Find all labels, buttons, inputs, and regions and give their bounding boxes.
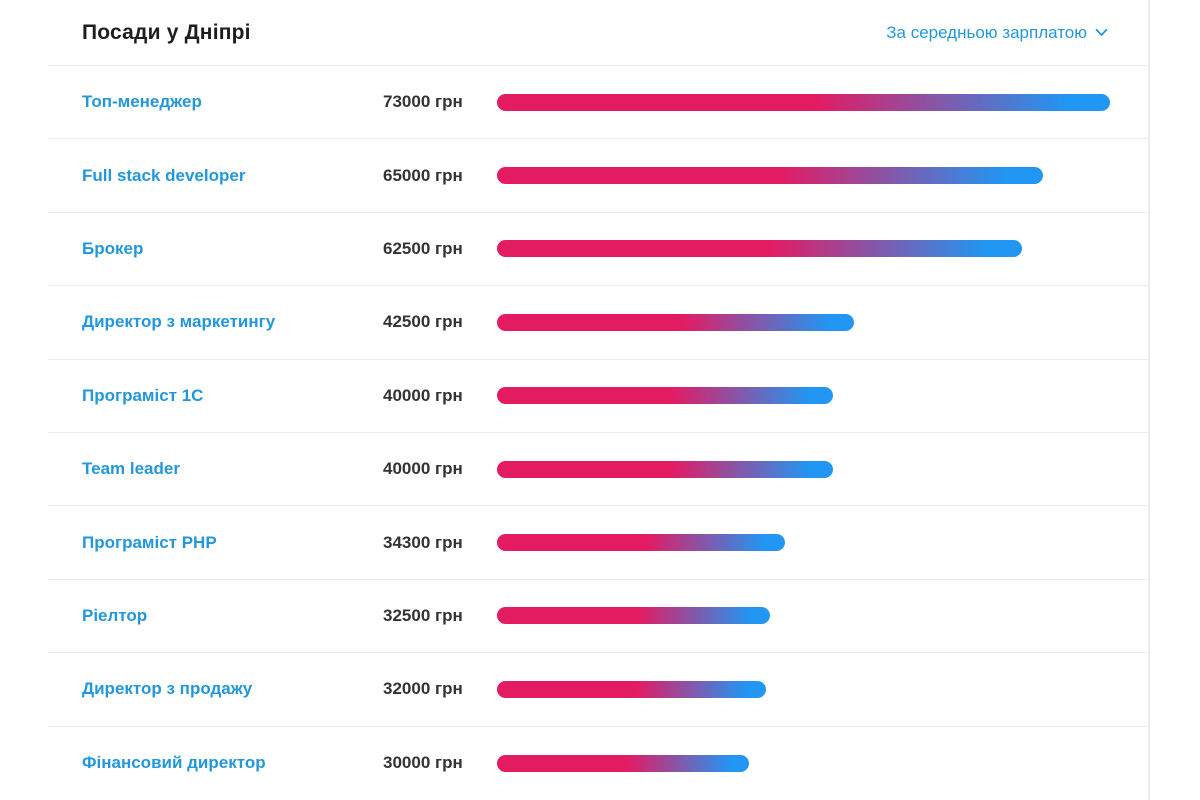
position-link[interactable]: Топ-менеджер [82, 92, 202, 112]
bar-track [497, 387, 1148, 405]
salary-value: 32000 грн [383, 679, 463, 699]
salary-bar [497, 607, 770, 625]
table-row: Програміст PHP 34300 грн [48, 506, 1148, 580]
position-link[interactable]: Директор з продажу [82, 679, 253, 699]
salary-value: 65000 грн [383, 165, 463, 185]
table-row: Ріелтор 32500 грн [48, 580, 1148, 654]
salary-value: 62500 грн [383, 238, 463, 258]
table-row: Фінансовий директор 30000 грн [48, 727, 1148, 800]
table-row: Брокер 62500 грн [48, 213, 1148, 287]
position-link[interactable]: Брокер [82, 238, 144, 258]
bar-track [497, 534, 1148, 552]
position-link[interactable]: Директор з маркетингу [82, 312, 276, 332]
sort-dropdown[interactable]: За середньою зарплатою [886, 23, 1108, 43]
bar-track [497, 680, 1148, 698]
table-row: Програміст 1С 40000 грн [48, 360, 1148, 433]
bar-track [497, 460, 1148, 478]
bar-track [497, 607, 1148, 625]
salary-value: 40000 грн [383, 385, 463, 405]
position-link[interactable]: Full stack developer [82, 165, 246, 185]
bar-track [497, 240, 1148, 258]
salary-value: 40000 грн [383, 459, 463, 479]
salary-bar [497, 534, 785, 552]
salary-value: 34300 грн [383, 532, 463, 552]
salary-bar [497, 93, 1110, 111]
position-link[interactable]: Програміст PHP [82, 532, 217, 552]
bar-track [497, 313, 1148, 331]
salary-bar [497, 460, 833, 478]
bar-track [497, 93, 1148, 111]
position-link[interactable]: Фінансовий директор [82, 753, 266, 773]
chart-rows: Топ-менеджер 73000 грн Full stack develo… [48, 66, 1148, 800]
card-header: Посади у Дніпрі За середньою зарплатою [48, 0, 1148, 66]
table-row: Team leader 40000 грн [48, 433, 1148, 507]
table-row: Full stack developer 65000 грн [48, 139, 1148, 213]
chevron-down-icon [1095, 28, 1108, 36]
page-title: Посади у Дніпрі [82, 20, 251, 44]
position-link[interactable]: Team leader [82, 459, 180, 479]
sort-dropdown-label: За середньою зарплатою [886, 22, 1087, 42]
salary-bar [497, 313, 854, 331]
table-row: Директор з маркетингу 42500 грн [48, 286, 1148, 360]
position-link[interactable]: Ріелтор [82, 605, 148, 625]
salary-bar [497, 240, 1022, 258]
bar-track [497, 167, 1148, 185]
salary-value: 32500 грн [383, 605, 463, 625]
bar-track [497, 754, 1148, 772]
salary-bar [497, 754, 749, 772]
salary-chart-card: Посади у Дніпрі За середньою зарплатою Т… [48, 0, 1150, 800]
salary-value: 42500 грн [383, 312, 463, 332]
salary-bar [497, 167, 1043, 185]
position-link[interactable]: Програміст 1С [82, 385, 204, 405]
salary-value: 73000 грн [383, 92, 463, 112]
salary-value: 30000 грн [383, 753, 463, 773]
table-row: Директор з продажу 32000 грн [48, 653, 1148, 727]
table-row: Топ-менеджер 73000 грн [48, 66, 1148, 140]
salary-bar [497, 387, 833, 405]
salary-bar [497, 680, 766, 698]
